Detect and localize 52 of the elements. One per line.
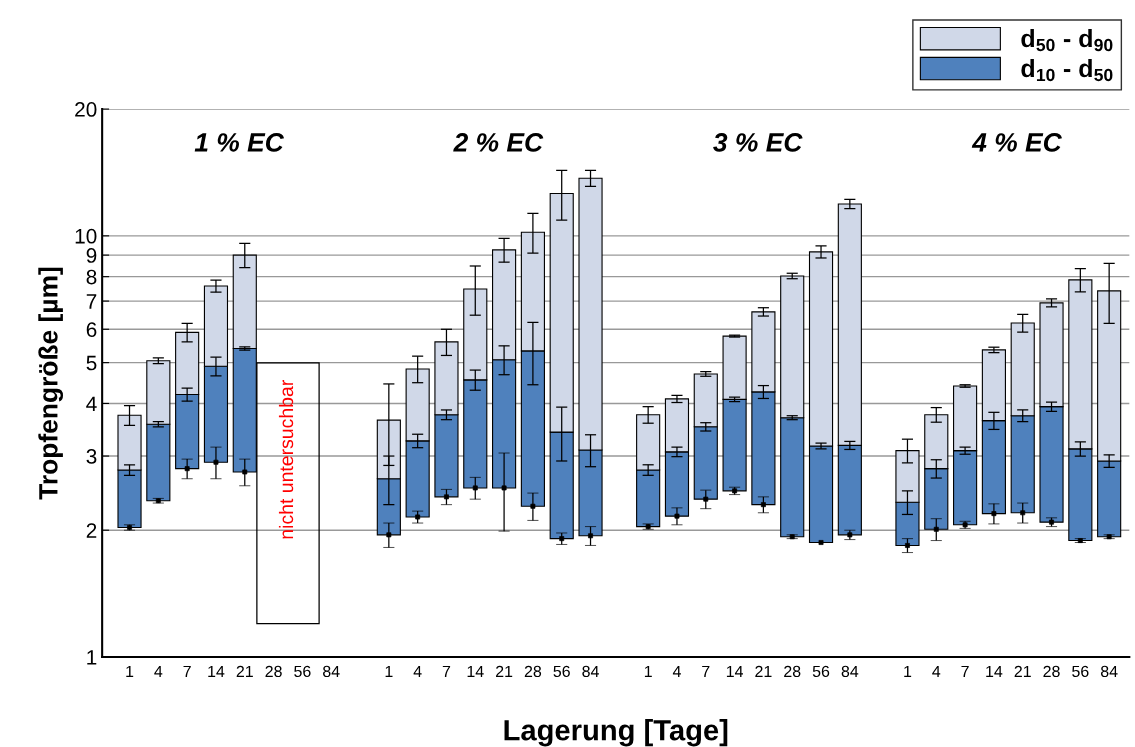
x-axis-title: Lagerung [Tage] — [504, 719, 728, 747]
annotation: nicht untersuchbar — [278, 380, 294, 539]
y-tick-label: 7 — [86, 294, 97, 309]
annotation: 2 % EC — [453, 133, 544, 152]
y-tick-label: 10 — [75, 228, 97, 244]
x-tick-label: 84 — [841, 665, 859, 678]
y-tick-label: 4 — [86, 396, 97, 411]
x-tick-label: 56 — [553, 665, 570, 678]
x-tick-label: 4 — [413, 665, 422, 677]
x-tick-label: 7 — [442, 665, 451, 677]
x-tick-label: 28 — [1043, 665, 1060, 678]
x-tick-label: 7 — [183, 665, 191, 677]
annotation: 1 % EC — [194, 133, 285, 152]
y-axis-title: Tropfengröße [µm] — [38, 267, 64, 500]
x-tick-label: 21 — [236, 665, 253, 677]
annotation: 3 % EC — [713, 133, 803, 152]
x-tick-label: 4 — [154, 665, 163, 677]
x-tick-label: 56 — [294, 665, 311, 678]
x-tick-label: 7 — [961, 665, 969, 677]
x-tick-label: 56 — [812, 665, 830, 678]
x-tick-label: 1 — [644, 665, 652, 677]
x-tick-label: 4 — [932, 665, 941, 677]
legend-label: d$_{10}$ - d$_{50}$ — [1021, 58, 1113, 82]
x-tick-label: 1 — [385, 665, 393, 677]
x-tick-label: 14 — [726, 665, 744, 677]
y-tick-label: 8 — [86, 269, 97, 285]
y-tick-label: 20 — [75, 102, 97, 117]
x-tick-label: 1 — [904, 665, 912, 677]
x-tick-label: 28 — [784, 665, 801, 678]
x-tick-label: 21 — [1014, 665, 1031, 677]
x-tick-label: 21 — [496, 665, 513, 677]
y-tick-label: 6 — [86, 322, 97, 338]
x-tick-label: 14 — [208, 665, 225, 677]
x-tick-label: 56 — [1072, 665, 1089, 678]
y-tick-label: 1 — [87, 650, 97, 665]
x-tick-label: 84 — [582, 665, 599, 678]
x-tick-label: 4 — [672, 665, 681, 677]
y-tick-label: 9 — [86, 248, 97, 263]
annotation: 4 % EC — [971, 133, 1062, 152]
x-tick-label: 84 — [323, 665, 340, 678]
y-tick-label: 5 — [86, 355, 97, 371]
x-tick-label: 21 — [755, 665, 772, 677]
x-tick-label: 14 — [986, 665, 1003, 677]
legend-label: d$_{50}$ - d$_{90}$ — [1021, 28, 1113, 52]
y-tick-label: 3 — [86, 449, 97, 464]
x-tick-label: 28 — [265, 665, 282, 678]
x-tick-label: 14 — [467, 665, 484, 677]
y-tick-label: 2 — [86, 523, 97, 538]
x-tick-label: 84 — [1100, 665, 1118, 678]
x-tick-label: 28 — [524, 665, 542, 678]
x-tick-label: 1 — [126, 665, 134, 677]
x-tick-label: 7 — [702, 665, 710, 677]
